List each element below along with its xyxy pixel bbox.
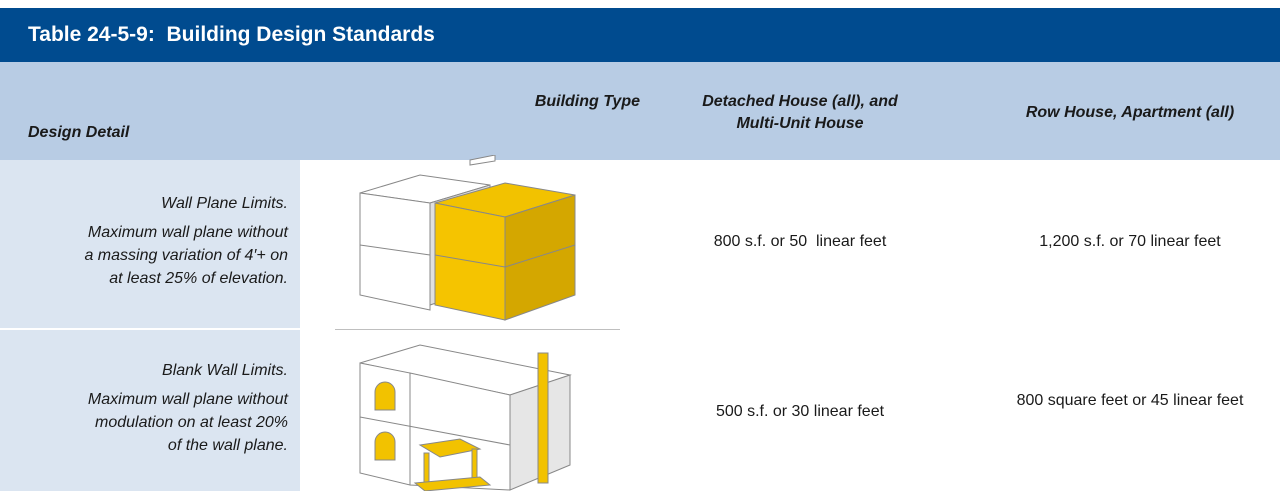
- cell-value: 500 s.f. or 30 linear feet: [715, 403, 885, 420]
- table-title: Table 24-5-9: Building Design Standards: [28, 23, 435, 46]
- detail-line: modulation on at least 20%: [94, 414, 288, 431]
- detail-cell-bg: [0, 330, 300, 491]
- header-line: Detached House (all), and: [702, 93, 898, 110]
- header-design-detail: Design Detail: [28, 124, 130, 141]
- wall-plane-illustration: [359, 155, 576, 321]
- detail-cell-bg: [0, 160, 300, 328]
- header-column: Detached House (all), and Multi-Unit Hou…: [650, 91, 950, 135]
- detail-title: Wall Plane Limits.: [161, 195, 288, 212]
- row-separator: [335, 329, 620, 330]
- blank-wall-illustration: [359, 344, 572, 491]
- detail-line: Maximum wall plane without: [87, 224, 288, 241]
- cell-value: 800 s.f. or 50 linear feet: [713, 233, 887, 250]
- header-column: Row House, Apartment (all): [1025, 104, 1235, 121]
- title-bar: [0, 8, 1280, 62]
- header-line: Multi-Unit House: [736, 115, 864, 132]
- cell-value: 1,200 s.f. or 70 linear feet: [1039, 233, 1221, 250]
- header-building-type: Building Type: [534, 93, 640, 110]
- detail-text: Wall Plane Limits. Maximum wall plane wi…: [20, 192, 288, 290]
- header-row: [0, 62, 1280, 160]
- detail-line: Maximum wall plane without: [87, 391, 288, 408]
- detail-line: at least 25% of elevation.: [109, 270, 288, 287]
- cell-value: 800 square feet or 45 linear feet: [1016, 392, 1244, 409]
- detail-line: of the wall plane.: [167, 437, 288, 454]
- detail-line: a massing variation of 4′+ on: [84, 247, 288, 264]
- detail-text: Blank Wall Limits. Maximum wall plane wi…: [20, 359, 288, 457]
- detail-title: Blank Wall Limits.: [162, 362, 288, 379]
